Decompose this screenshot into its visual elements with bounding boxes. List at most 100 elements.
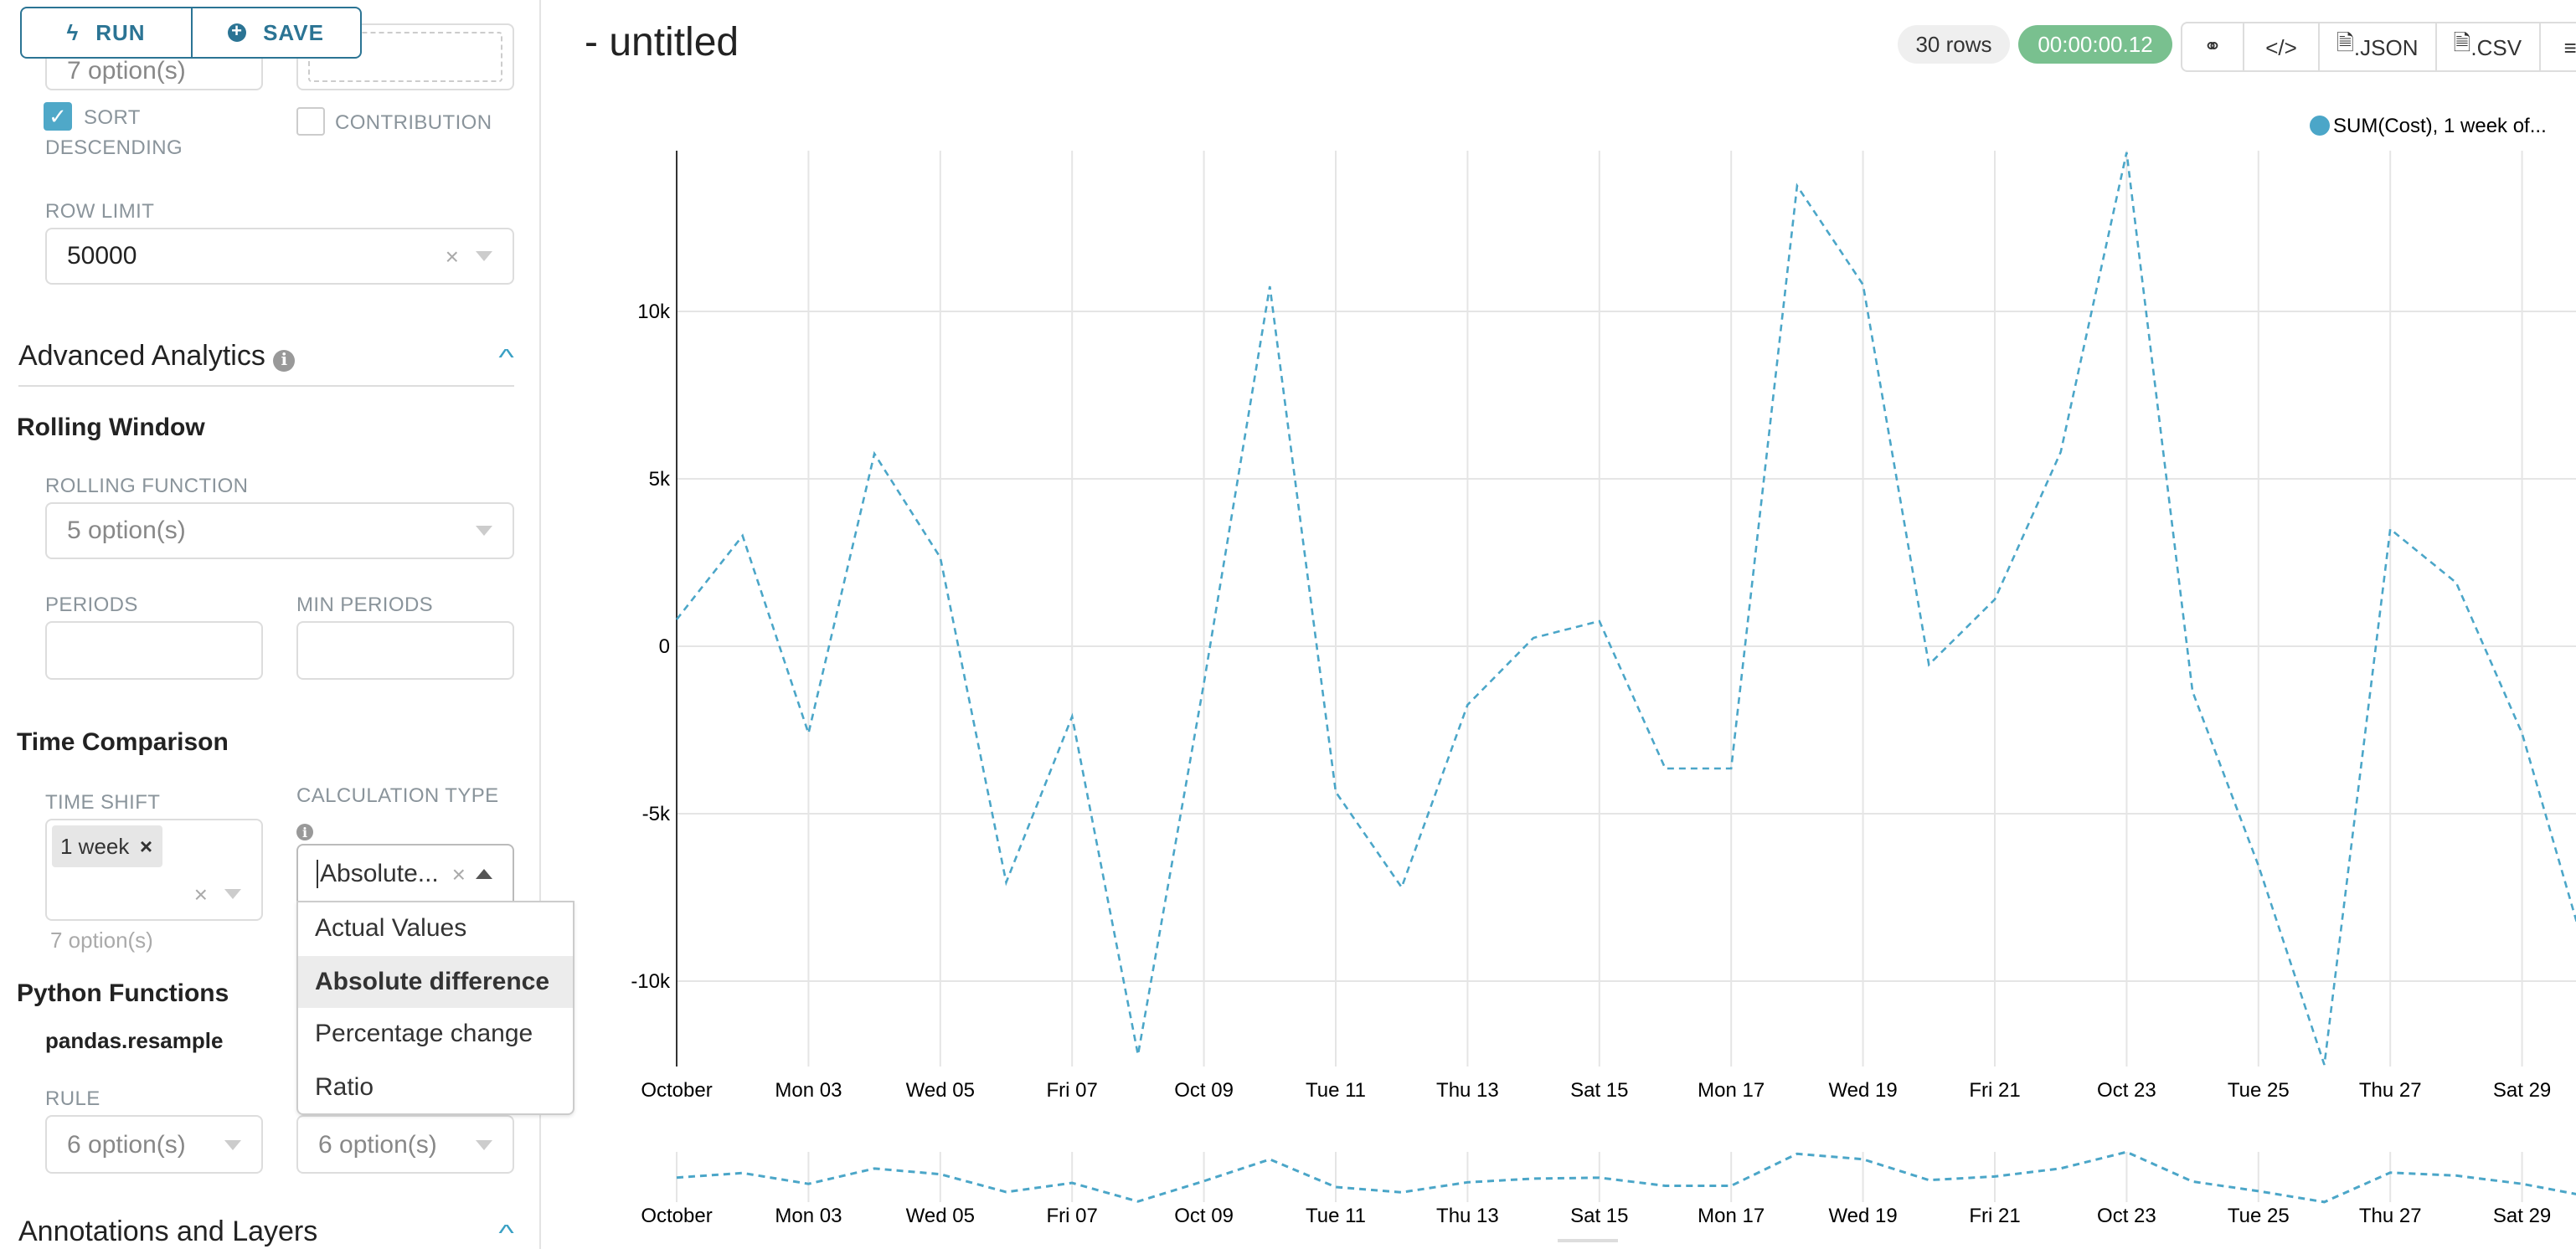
time-shift-label: TIME SHIFT [45,790,161,814]
timer-badge: 00:00:00.12 [2018,25,2172,64]
calculation-type-label: CALCULATION TYPE [296,784,499,807]
control-panel: 7 option(s) ϟ RUN + SAVE ✓ SORT DESCENDING… [0,0,541,1249]
legend-dot-icon [2310,116,2330,136]
chevron-down-icon[interactable] [476,251,492,261]
calculation-type-dropdown: Actual Values Absolute difference Percen… [296,901,574,1115]
plus-circle-icon: + [228,23,247,42]
chevron-up-icon[interactable] [476,869,492,879]
x-tick-label: Mon 17 [1698,1079,1765,1102]
divider [18,385,514,387]
link-icon: ⚭ [2203,33,2222,59]
time-shift-hint: 7 option(s) [50,928,153,953]
x-tick-label: Sat 15 [1570,1079,1628,1102]
sort-descending-checkbox[interactable]: ✓ [44,102,72,131]
rolling-function-label: ROLLING FUNCTION [45,474,249,497]
clear-icon[interactable]: × [451,861,466,887]
y-tick-label: 10k [637,301,671,323]
brush-tick-label: Tue 11 [1306,1205,1366,1227]
min-periods-input[interactable] [296,621,514,680]
x-tick-label: Wed 05 [906,1079,975,1102]
periods-label: PERIODS [45,593,138,616]
y-tick-label: -5k [642,803,671,825]
brush-tick-label: Sat 29 [2493,1205,2551,1227]
calculation-type-select[interactable]: Absolute... × [296,844,514,904]
contribution-label: CONTRIBUTION [335,111,492,134]
brush-tick-label: Fri 07 [1047,1205,1098,1227]
option-percentage-change[interactable]: Percentage change [315,1020,533,1048]
brush-handle [1558,1239,1618,1242]
rolling-function-select[interactable]: 5 option(s) [45,502,514,559]
brush-tick-label: Sat 15 [1570,1205,1628,1227]
rows-badge: 30 rows [1898,25,2010,64]
chevron-down-icon[interactable] [476,526,492,536]
pandas-resample-label: pandas.resample [45,1028,224,1053]
brush-tick-label: Mon 17 [1698,1205,1765,1227]
min-periods-label: MIN PERIODS [296,593,434,616]
export-csv-button[interactable]: 🗎 .CSV [2437,23,2541,70]
brush-tick-label: Thu 27 [2359,1205,2422,1227]
x-tick-label: Mon 03 [775,1079,842,1102]
clear-icon[interactable]: × [445,243,459,270]
chart-title[interactable]: - untitled [585,20,739,65]
periods-input[interactable] [45,621,263,680]
info-icon: i [273,350,296,372]
code-icon: </> [2265,34,2297,59]
y-tick-label: 0 [659,635,670,658]
embed-button[interactable]: </> [2244,23,2320,70]
x-tick-label: Thu 27 [2359,1079,2422,1102]
time-comparison-title: Time Comparison [17,728,229,757]
brush-line [676,1150,2576,1204]
python-functions-title: Python Functions [17,979,229,1008]
export-json-button[interactable]: 🗎 .JSON [2320,23,2437,70]
x-tick-label: Oct 09 [1174,1079,1234,1102]
brush-tick-label: Thu 13 [1436,1205,1499,1227]
option-absolute-difference[interactable]: Absolute difference [298,955,573,1008]
chart-actions: ⚭ </> 🗎 .JSON 🗎 .CSV ≡ [2181,22,2576,72]
brush-tick-label: October [641,1205,712,1227]
info-icon: i [296,824,313,840]
y-tick-label: 5k [649,468,671,491]
row-limit-label: ROW LIMIT [45,199,155,223]
rule-label: RULE [45,1087,100,1110]
rule-select[interactable]: 6 option(s) [45,1115,263,1174]
legend-item[interactable]: SUM(Cost), 1 week of... [2310,114,2547,137]
chevron-down-icon[interactable] [224,1139,241,1149]
brush-tick-label: Oct 09 [1174,1205,1234,1227]
x-tick-label: Tue 25 [2228,1079,2290,1102]
x-tick-label: Thu 13 [1436,1079,1499,1102]
bolt-icon: ϟ [66,20,80,45]
remove-tag-icon[interactable]: × [139,834,152,859]
chevron-down-icon[interactable] [476,1139,492,1149]
sort-descending-label-2: DESCENDING [45,136,183,159]
option-actual-values[interactable]: Actual Values [315,914,467,943]
advanced-analytics-header[interactable]: Advanced Analytics i [18,340,296,373]
option-ratio[interactable]: Ratio [315,1072,374,1101]
y-tick-label: -10k [631,970,671,993]
chevron-up-icon[interactable]: ^ [499,343,515,370]
sort-descending-label: SORT [84,105,141,129]
link-button[interactable]: ⚭ [2182,23,2244,70]
chevron-up-icon[interactable]: ^ [499,1219,515,1246]
method-select[interactable]: 6 option(s) [296,1115,514,1174]
run-button[interactable]: ϟ RUN [22,8,192,57]
time-shift-multiselect[interactable]: 1 week × × [45,819,263,921]
rolling-window-title: Rolling Window [17,414,205,442]
chevron-down-icon[interactable] [224,889,241,899]
x-tick-label: October [641,1079,712,1102]
brush-tick-label: Oct 23 [2097,1205,2156,1227]
x-tick-label: Oct 23 [2097,1079,2156,1102]
brush-tick-label: Wed 05 [906,1205,975,1227]
run-save-group: ϟ RUN + SAVE [20,7,362,59]
brush-tick-label: Wed 19 [1828,1205,1897,1227]
save-button[interactable]: + SAVE [192,8,360,57]
contribution-checkbox[interactable] [296,107,325,136]
row-limit-select[interactable]: 50000 × [45,228,514,285]
x-tick-label: Tue 11 [1306,1079,1366,1102]
menu-button[interactable]: ≡ [2540,23,2576,70]
check-icon: ✓ [49,104,67,129]
x-tick-label: Fri 07 [1047,1079,1098,1102]
file-code-icon: 🗎 [2336,30,2354,55]
annotations-header[interactable]: Annotations and Layers [18,1216,318,1247]
clear-icon[interactable]: × [193,881,208,907]
